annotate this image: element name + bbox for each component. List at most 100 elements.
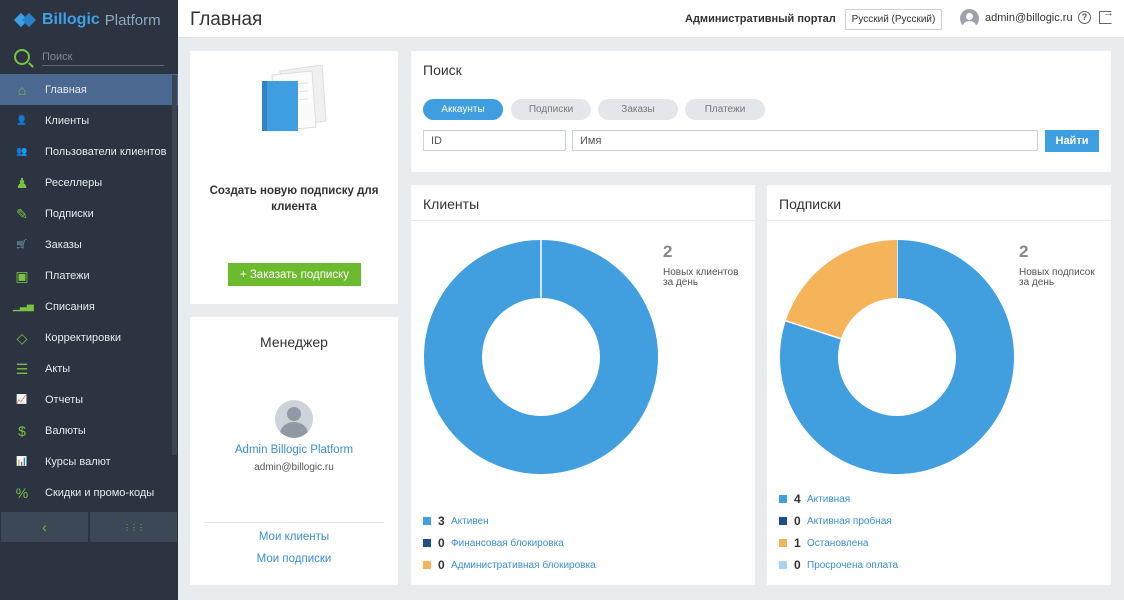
reseller-icon: ♟ bbox=[15, 174, 29, 191]
sidebar-item[interactable]: ☰ Акты bbox=[0, 353, 178, 384]
user-avatar-icon[interactable] bbox=[960, 9, 979, 28]
apps-grid-button[interactable]: ⋮⋮⋮ bbox=[90, 512, 177, 542]
legend-item: 4 Активная bbox=[779, 488, 898, 510]
sidebar-item-label: Отчеты bbox=[45, 393, 84, 406]
percent-icon: % bbox=[15, 484, 29, 501]
sidebar-search bbox=[0, 40, 178, 74]
sidebar-item-label: Пользователи клиентов bbox=[45, 145, 167, 158]
line-chart-icon: 📈 bbox=[16, 394, 28, 404]
clients-card-title: Клиенты bbox=[411, 185, 755, 221]
manager-title: Менеджер bbox=[260, 334, 328, 350]
create-subscription-card: Создать новую подписку для клиента + Зак… bbox=[190, 51, 398, 304]
donut-separator bbox=[785, 320, 842, 340]
legend-label[interactable]: Просрочена оплата bbox=[807, 559, 899, 571]
sidebar: Billogic Platform ⌂ Главная 👤 Клиенты 👥 Польз… bbox=[0, 0, 178, 600]
sidebar-item-label: Акты bbox=[45, 362, 71, 375]
search-tab[interactable]: Подписки bbox=[511, 99, 591, 120]
sidebar-item[interactable]: 👤 Клиенты bbox=[0, 105, 178, 136]
wallet-icon: ▣ bbox=[15, 267, 29, 284]
collapse-sidebar-button[interactable]: ‹ bbox=[1, 512, 88, 542]
sidebar-item-label: Платежи bbox=[45, 269, 90, 282]
find-button[interactable]: Найти bbox=[1045, 130, 1099, 152]
manager-email: admin@billogic.ru bbox=[254, 462, 334, 473]
subscriptions-card-title: Подписки bbox=[767, 185, 1111, 221]
sidebar-item[interactable]: ♟ Реселлеры bbox=[0, 167, 178, 198]
legend-swatch bbox=[423, 517, 431, 525]
sidebar-item[interactable]: ▁▃▅ Списания bbox=[0, 291, 178, 322]
sidebar-item-label: Курсы валют bbox=[45, 455, 111, 468]
sidebar-scrollbar[interactable] bbox=[172, 75, 177, 455]
legend-count: 3 bbox=[438, 514, 445, 528]
new-clients-label: Новых клиентов за день bbox=[663, 267, 739, 288]
legend-swatch bbox=[779, 517, 787, 525]
legend-label[interactable]: Административная блокировка bbox=[451, 559, 596, 571]
sidebar-item[interactable]: 👥 Пользователи клиентов bbox=[0, 136, 178, 167]
my-subscriptions-link[interactable]: Мои подписки bbox=[256, 553, 332, 565]
sidebar-item[interactable]: ▣ Платежи bbox=[0, 260, 178, 291]
sidebar-item[interactable]: ◇ Корректировки bbox=[0, 322, 178, 353]
manager-card: Менеджер Admin Billogic Platform admin@b… bbox=[190, 317, 398, 585]
logout-icon[interactable] bbox=[1099, 7, 1114, 24]
manager-name-link[interactable]: Admin Billogic Platform bbox=[234, 444, 354, 456]
sidebar-item-label: Скидки и промо-коды bbox=[45, 486, 155, 499]
order-subscription-button[interactable]: + Заказать подписку bbox=[228, 263, 361, 286]
sidebar-nav: ⌂ Главная 👤 Клиенты 👥 Пользователи клиентов ♟ Р… bbox=[0, 74, 178, 508]
legend-label[interactable]: Активная bbox=[807, 493, 851, 505]
sidebar-item-label: Валюты bbox=[45, 424, 86, 437]
legend-item: 0 Финансовая блокировка bbox=[423, 532, 596, 554]
search-icon[interactable] bbox=[14, 49, 30, 65]
legend-swatch bbox=[779, 495, 787, 503]
cart-icon: 🛒 bbox=[16, 239, 28, 249]
my-clients-link[interactable]: Мои клиенты bbox=[258, 531, 330, 543]
chevron-left-icon: ‹ bbox=[42, 519, 47, 535]
sidebar-item-label: Клиенты bbox=[45, 114, 90, 127]
sidebar-item[interactable]: % Скидки и промо-коды bbox=[0, 477, 178, 508]
logo[interactable]: Billogic Platform bbox=[0, 0, 178, 40]
sidebar-item[interactable]: 📊 Курсы валют bbox=[0, 446, 178, 477]
legend-label[interactable]: Активная пробная bbox=[807, 515, 892, 527]
sidebar-item[interactable]: ⌂ Главная bbox=[0, 74, 178, 105]
legend-swatch bbox=[779, 539, 787, 547]
subscriptions-card: Подписки 2 Новых подписок за день 4 Актив… bbox=[767, 185, 1111, 585]
help-icon[interactable]: ? bbox=[1078, 11, 1091, 24]
legend-label[interactable]: Остановлена bbox=[807, 537, 869, 549]
sidebar-item[interactable]: $ Валюты bbox=[0, 415, 178, 446]
clients-legend: 3 Активен 0 Финансовая блокировка 0 Администр… bbox=[423, 510, 596, 576]
book-icon bbox=[262, 65, 327, 132]
exchange-chart-icon: 📊 bbox=[16, 456, 28, 466]
document-list-icon: ☰ bbox=[15, 360, 29, 377]
bars-icon: ▁▃▅ bbox=[13, 301, 34, 311]
legend-item: 0 Административная блокировка bbox=[423, 554, 596, 576]
donut-slice bbox=[785, 240, 897, 339]
search-tab[interactable]: Аккаунты bbox=[423, 99, 503, 120]
user-email[interactable]: admin@billogic.ru bbox=[985, 12, 1073, 24]
id-input[interactable] bbox=[423, 130, 566, 151]
sidebar-footer: ‹ ⋮⋮⋮ bbox=[0, 512, 178, 542]
search-tab[interactable]: Платежи bbox=[685, 99, 765, 120]
legend-count: 4 bbox=[794, 492, 801, 506]
legend-count: 1 bbox=[794, 536, 801, 550]
donut-slice bbox=[780, 240, 1014, 474]
language-selector[interactable]: Русский (Русский) bbox=[845, 9, 942, 30]
sidebar-item[interactable]: ✎ Подписки bbox=[0, 198, 178, 229]
eraser-icon: ◇ bbox=[16, 329, 28, 346]
subscriptions-donut-chart bbox=[780, 240, 1014, 474]
divider bbox=[204, 522, 384, 523]
sidebar-item[interactable]: 📈 Отчеты bbox=[0, 384, 178, 415]
manager-avatar-icon bbox=[275, 400, 313, 438]
legend-label[interactable]: Финансовая блокировка bbox=[451, 537, 564, 549]
sidebar-item-label: Заказы bbox=[45, 238, 82, 251]
sidebar-search-input[interactable] bbox=[42, 48, 164, 66]
sidebar-item[interactable]: 🛒 Заказы bbox=[0, 229, 178, 260]
name-input[interactable] bbox=[572, 130, 1038, 151]
legend-count: 0 bbox=[438, 558, 445, 572]
legend-label[interactable]: Активен bbox=[451, 515, 489, 527]
search-tab[interactable]: Заказы bbox=[598, 99, 678, 120]
search-card: Поиск Аккаунты Подписки Заказы Платежи Найт… bbox=[411, 51, 1111, 172]
logo-brand: Billogic bbox=[42, 11, 100, 28]
new-clients-count: 2 bbox=[663, 242, 673, 261]
legend-item: 3 Активен bbox=[423, 510, 596, 532]
search-card-title: Поиск bbox=[423, 62, 462, 78]
sidebar-item-label: Главная bbox=[45, 83, 87, 96]
sidebar-item-label: Подписки bbox=[45, 207, 94, 220]
